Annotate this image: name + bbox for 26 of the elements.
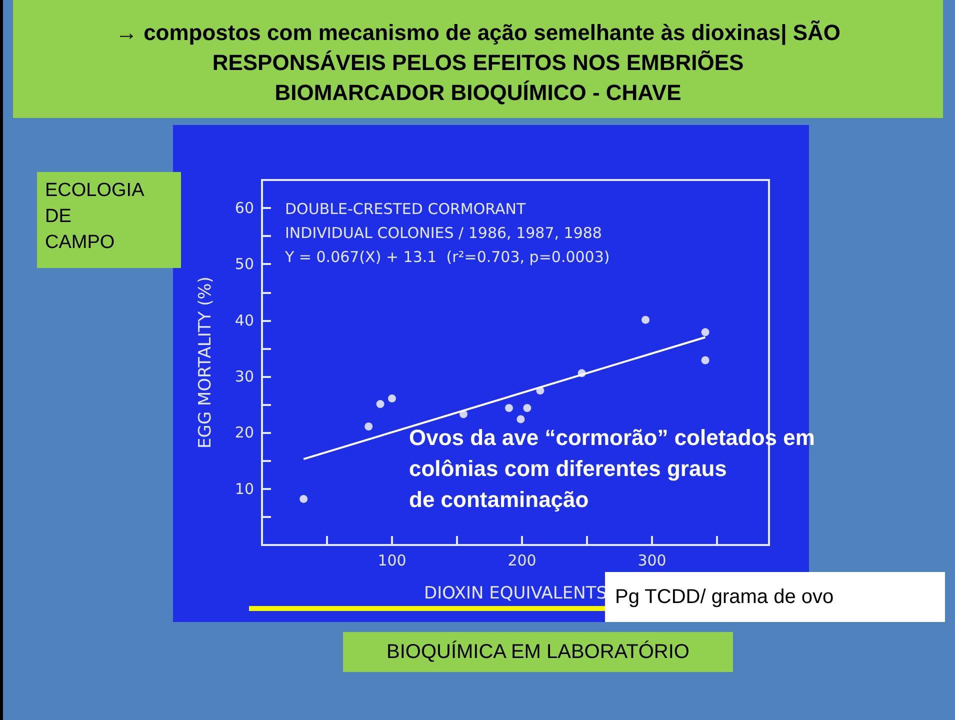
chart-title: → compostos com mecanismo de ação semelhante às dioxinas| SÃO RESPONSÁVEIS PELOS EFEITOS NOS EMBRIÕES BIOMARCADOR BIOQUÍMICO - CHAVE — [13, 0, 943, 118]
point — [300, 494, 308, 503]
point — [642, 316, 650, 324]
point — [376, 400, 384, 408]
point — [701, 328, 710, 336]
y-axis-title: EGG MORTALITY (%) — [196, 276, 216, 448]
point — [388, 394, 396, 402]
y-tick-label: 40 — [234, 311, 254, 330]
text: Pg TCDD/ grama de ovo — [615, 586, 834, 608]
x-tick-label: 100 — [378, 552, 406, 570]
y-tick-label: 20 — [234, 424, 254, 442]
y-tick-label: 30 — [234, 368, 254, 386]
point — [516, 415, 525, 424]
x-tick-label: 300 — [638, 552, 666, 570]
annotation: DOUBLE-CRESTED CORMORANT INDIVIDUAL COLONIES / 1986, 1987, 1988 Y = 0.067(X) + 13.1 (r²=0.703, p=0.0003) — [284, 200, 610, 266]
text: ECOLOGIA DE CAMPO — [37, 172, 181, 268]
point — [364, 422, 373, 431]
point — [505, 404, 513, 412]
text: BIOQUÍMICA EM LABORATÓRIO — [343, 632, 733, 672]
x-tick-label: 200 — [508, 552, 536, 570]
y-tick-label: 10 — [234, 480, 254, 498]
point — [523, 404, 532, 412]
x-axis-title: DIOXIN EQUIVALENTS — [424, 584, 608, 604]
point — [701, 356, 710, 364]
y-tick-label: 50 — [234, 255, 254, 274]
y-tick-label: 60 — [234, 199, 254, 218]
